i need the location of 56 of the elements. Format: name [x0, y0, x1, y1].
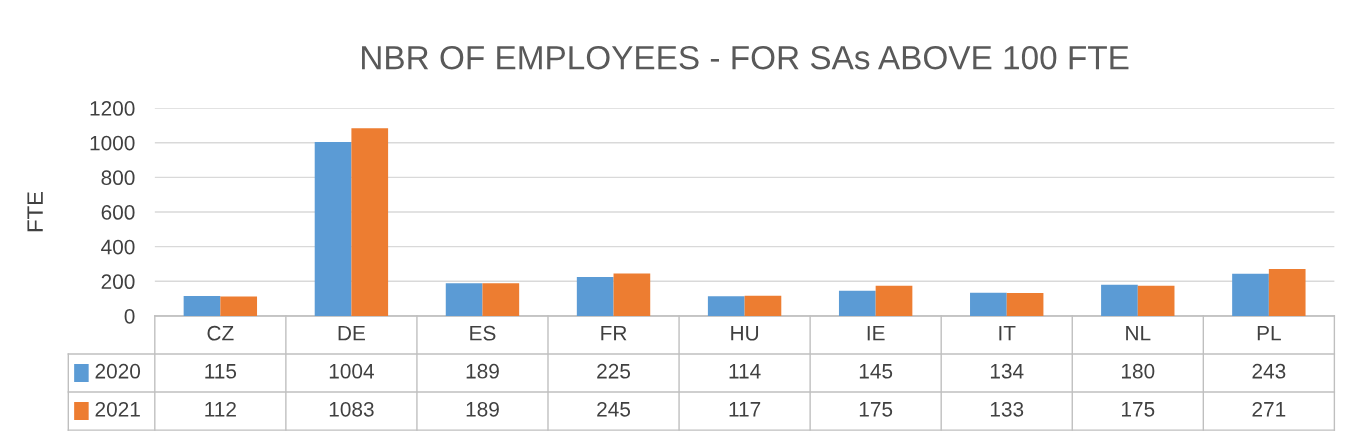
x-tick-label: DE	[338, 326, 365, 341]
data-label: 243	[1252, 363, 1286, 379]
data-label: 175	[859, 402, 893, 417]
y-tick-label: 0	[124, 308, 135, 324]
data-label: 1083	[329, 401, 374, 417]
bar	[744, 295, 782, 316]
bar	[482, 283, 520, 316]
bar	[970, 292, 1007, 316]
legend-label: 2020	[95, 363, 141, 379]
y-tick-label: 1000	[90, 135, 135, 151]
bar	[838, 290, 876, 316]
bar	[1232, 273, 1269, 316]
y-tick-label: 200	[101, 274, 135, 290]
data-label: 175	[1122, 402, 1155, 417]
x-tick-label: IT	[999, 326, 1016, 341]
bar	[613, 273, 651, 316]
bar	[707, 296, 745, 316]
bar	[220, 296, 258, 316]
bar	[314, 142, 352, 316]
data-label: 134	[990, 363, 1024, 379]
bar	[1268, 269, 1306, 316]
bar	[183, 296, 221, 316]
data-label: 115	[205, 364, 237, 379]
y-tick-label: 600	[101, 205, 135, 220]
data-label: 112	[205, 401, 236, 417]
y-axis-title: FTE	[27, 191, 43, 232]
data-label: 245	[597, 401, 631, 417]
data-label: 189	[466, 363, 499, 379]
x-tick-label: FR	[601, 326, 627, 341]
data-label: 271	[1252, 401, 1286, 417]
legend-label: 2021	[95, 401, 140, 417]
y-tick-label: 1200	[90, 101, 135, 116]
data-label: 189	[466, 401, 499, 417]
data-label: 133	[990, 401, 1024, 417]
bar	[576, 276, 614, 316]
x-tick-label: PL	[1257, 326, 1281, 341]
data-label: 180	[1122, 363, 1155, 379]
bar	[1101, 284, 1138, 316]
data-label: 225	[597, 363, 631, 379]
data-label: 117	[729, 402, 761, 417]
data-label: 114	[729, 364, 761, 379]
bar	[445, 283, 483, 316]
bar	[1137, 285, 1175, 316]
bar	[1006, 292, 1044, 316]
x-tick-label: ES	[470, 325, 496, 341]
data-label: 1004	[329, 363, 374, 379]
y-tick-label: 400	[101, 239, 135, 255]
x-tick-label: HU	[731, 326, 759, 341]
chart-title: NBR OF EMPLOYEES - FOR SAs ABOVE 100 FTE	[362, 45, 1129, 70]
bar	[875, 285, 913, 316]
data-label: 145	[859, 364, 893, 379]
x-tick-label: CZ	[207, 325, 234, 341]
x-tick-label: NL	[1126, 326, 1151, 341]
y-tick-label: 800	[101, 170, 135, 186]
bar	[351, 128, 389, 316]
x-tick-label: IE	[867, 326, 885, 341]
